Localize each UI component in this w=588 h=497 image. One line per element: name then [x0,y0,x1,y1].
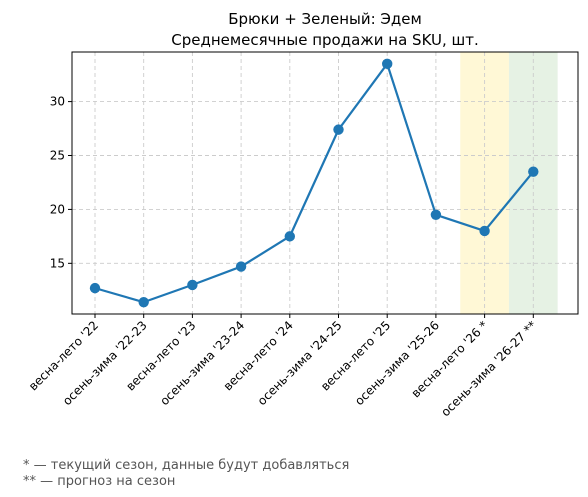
y-tick-label-1: 20 [50,202,65,216]
footnotes: * — текущий сезон, данные будут добавлят… [23,458,349,489]
data-point-2 [187,279,198,291]
x-tick-label-1: осень-зима '22-23 [60,318,150,408]
series-line-0 [94,62,535,304]
chart-title: Брюки + Зеленый: Эдем [228,10,422,28]
data-point-9 [528,166,539,177]
grid-lines [72,52,578,314]
x-tick-label-7: осень-зима '25-26 [352,318,442,408]
data-point-7 [430,209,442,221]
highlight-band-1 [508,52,558,314]
chart-subtitle: Среднемесячные продажи на SKU, шт. [171,31,479,49]
y-tick-label-3: 30 [50,95,65,109]
x-tick-label-3: осень-зима '23-24 [157,318,247,408]
data-point-1 [138,296,149,308]
series-line [89,58,539,308]
x-tick-label-9: осень-зима '26-27 ** [438,318,539,419]
data-point-8 [479,225,490,237]
data-point-6 [382,58,393,70]
data-point-3 [235,261,247,272]
data-point-5 [333,124,344,135]
x-tick-label-5: осень-зима '24-25 [255,318,345,408]
data-point-0 [89,282,101,294]
y-tick-label-2: 25 [50,149,65,163]
y-tick-label-0: 15 [50,256,65,270]
y-axis-ticks: 15 20 25 30 [50,95,72,270]
plot-frame [71,51,579,315]
footnote-current: * — текущий сезон, данные будут добавлят… [23,458,349,473]
data-point-4 [284,231,295,242]
highlight-band-0 [460,52,509,314]
highlight-bands [460,52,558,314]
footnote-forecast: ** — прогноз на сезон [23,474,175,489]
